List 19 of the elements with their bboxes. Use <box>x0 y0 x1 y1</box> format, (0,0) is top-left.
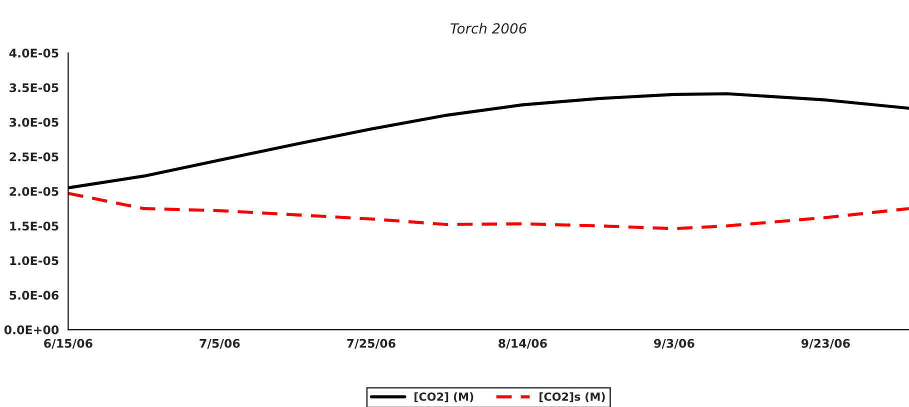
y-tick-label: 3.0E-05 <box>10 118 58 127</box>
y-tick-label: 2.0E-05 <box>10 187 58 196</box>
y-tick-label: 0.0E+00 <box>4 325 59 334</box>
x-tick-label: 9/23/06 <box>801 338 850 349</box>
y-tick-label: 1.0E-05 <box>10 256 58 266</box>
legend-label: [CO2]s (M) <box>540 392 605 402</box>
y-tick-label: 4.0E-05 <box>9 48 58 58</box>
legend-label: [CO2] (M) <box>414 392 474 402</box>
y-tick-label: 1.5E-05 <box>10 222 58 231</box>
x-tick-label: 9/3/06 <box>654 338 694 349</box>
x-tick-label: 6/15/06 <box>44 338 92 349</box>
y-tick-label: 5.0E-06 <box>10 290 59 300</box>
x-tick-label: 7/5/06 <box>200 338 240 349</box>
y-tick-label: 2.5E-05 <box>10 152 58 162</box>
y-tick-label: 3.5E-05 <box>10 83 58 92</box>
x-tick-label: 7/25/06 <box>347 338 396 349</box>
x-tick-label: 8/14/06 <box>498 338 547 349</box>
chart-title: Torch 2006 <box>450 22 527 34</box>
line-series <box>68 192 909 230</box>
